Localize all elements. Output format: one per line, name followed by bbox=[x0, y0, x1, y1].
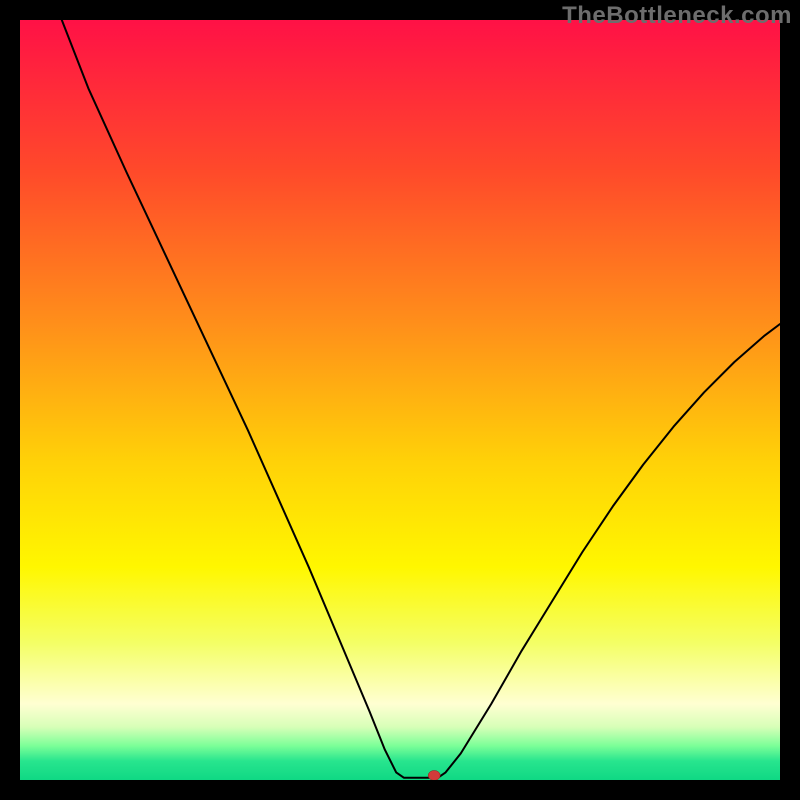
chart-background bbox=[20, 20, 780, 780]
optimal-point-marker bbox=[428, 770, 440, 780]
chart-frame: TheBottleneck.com bbox=[0, 0, 800, 800]
watermark-text: TheBottleneck.com bbox=[562, 2, 792, 30]
bottleneck-chart bbox=[20, 20, 780, 780]
